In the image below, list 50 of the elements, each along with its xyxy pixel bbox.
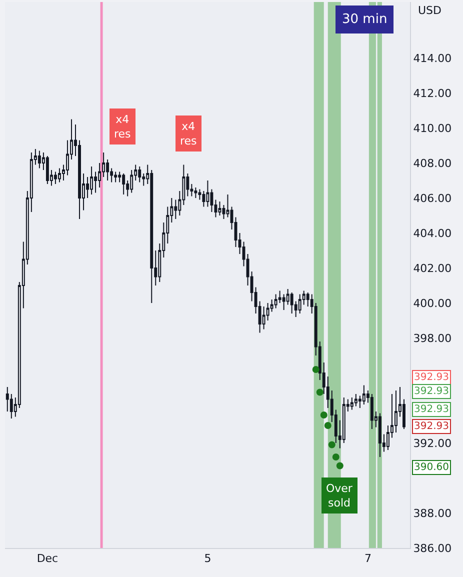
annotation: x4 res (180, 120, 198, 148)
candlestick (290, 292, 294, 314)
candlestick (58, 168, 61, 183)
y-tick-label: 386.00 (413, 542, 452, 555)
candlestick (38, 150, 41, 169)
candlestick (218, 201, 222, 216)
annotation: Over sold (326, 482, 353, 510)
y-tick-label: 402.00 (413, 262, 452, 275)
text: 392.93 (414, 421, 449, 432)
y-tick-label: 412.00 (413, 86, 452, 100)
x-tick-label: Dec (36, 552, 58, 566)
point (336, 462, 344, 470)
x-tick-label: 7 (364, 552, 372, 566)
candlestick (54, 171, 57, 184)
candlestick (138, 166, 142, 183)
point (320, 412, 328, 418)
y-tick-label: 388.00 (413, 506, 452, 520)
candlestick (298, 294, 302, 314)
y-tick-label: 398.00 (413, 332, 452, 345)
y-tick-label: 400.00 (413, 296, 452, 310)
candlestick (114, 171, 118, 183)
point (312, 366, 320, 373)
candlestick (46, 156, 49, 184)
text: 392.93 (414, 386, 449, 397)
candlestick (354, 394, 358, 407)
y-tick-label: 392.00 (413, 436, 452, 450)
candlestick (370, 394, 374, 430)
text: 392.93 (414, 372, 449, 383)
candlestick (274, 294, 278, 309)
text: 392.93 (414, 404, 449, 415)
x-tick-label: 5 (204, 552, 212, 566)
y-tick-label: 414.00 (413, 52, 452, 65)
point (332, 454, 340, 460)
candlestick (90, 166, 94, 195)
candlestick (194, 187, 198, 198)
y-tick-label: 410.00 (413, 122, 452, 135)
candlestick (122, 173, 126, 195)
text: 390.60 (414, 462, 449, 473)
candlestick (350, 397, 354, 410)
point (324, 422, 332, 429)
y-tick-label: 404.00 (413, 226, 452, 240)
candlestick (378, 412, 382, 458)
text: 30 min (342, 12, 388, 27)
y-tick-label: 406.00 (413, 192, 452, 205)
y-axis-title: USD (418, 4, 442, 17)
point (316, 388, 324, 396)
y-tick-label: 408.00 (413, 156, 452, 170)
point (328, 441, 336, 448)
candlestick (362, 384, 366, 405)
annotation: x4 res (114, 113, 132, 140)
